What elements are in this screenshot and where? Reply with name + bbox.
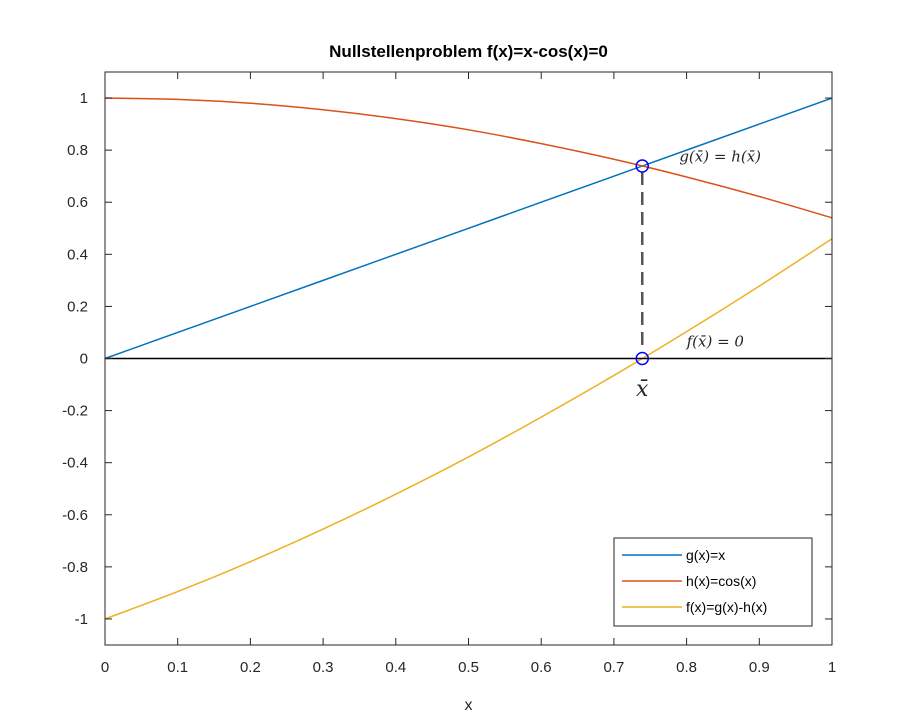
x-tick-label: 0.2 (240, 659, 261, 676)
annotations-layer: g(x̄) = h(x̄) f(x̄) = 0 x̄ (636, 148, 761, 402)
y-tick-label: -0.4 (62, 455, 88, 472)
series-line-3 (104, 238, 833, 620)
legend: g(x)=x h(x)=cos(x) f(x)=g(x)-h(x) (613, 537, 813, 627)
y-tick-label: -0.8 (62, 559, 88, 576)
chart-title: Nullstellenproblem f(x)=x-cos(x)=0 (329, 42, 608, 61)
intersection-marker (635, 159, 650, 173)
x-tick-label: 0.9 (749, 659, 770, 676)
legend-label: f(x)=g(x)-h(x) (686, 599, 767, 615)
y-tick-label: 1 (80, 90, 88, 107)
x-axis-label: x (465, 697, 473, 714)
x-tick-label: 0.8 (676, 659, 697, 676)
y-tick-label: -1 (75, 611, 88, 628)
x-tick-label: 0.3 (313, 659, 334, 676)
root-marker (635, 351, 650, 366)
x-tick-label: 0.1 (167, 659, 188, 676)
y-tick-label: 0.6 (67, 194, 88, 211)
x-tick-label: 0.5 (458, 659, 479, 676)
series-layer (104, 97, 833, 620)
x-tick-label: 0.7 (603, 659, 624, 676)
y-tick-label: 0.8 (67, 142, 88, 159)
y-tick-label: 0 (80, 351, 88, 368)
legend-label: g(x)=x (686, 547, 725, 563)
y-tick-labels: -1 -0.8 -0.6 -0.4 -0.2 0 0.2 0.4 0.6 0.8 1 (62, 90, 88, 628)
series-line-1 (104, 97, 833, 360)
y-tick-label: -0.6 (62, 507, 88, 524)
ticks-layer (104, 72, 833, 645)
annotation-1: g(x̄) = h(x̄) (679, 148, 761, 166)
x-tick-labels: 0 0.1 0.2 0.3 0.4 0.5 0.6 0.7 0.8 0.9 1 (101, 659, 836, 676)
x-tick-label: 0.6 (531, 659, 552, 676)
legend-label: h(x)=cos(x) (686, 573, 756, 589)
y-tick-label: 0.4 (67, 246, 88, 263)
x-tick-label: 0.4 (385, 659, 406, 676)
y-tick-label: 0.2 (67, 298, 88, 315)
annotation-2: f(x̄) = 0 (686, 333, 745, 351)
x-tick-label: 0 (101, 659, 109, 676)
y-tick-label: -0.2 (62, 403, 88, 420)
overlay-layer (105, 159, 832, 366)
annotation-3: x̄ (636, 377, 649, 402)
x-tick-label: 1 (828, 659, 836, 676)
legend-box (613, 537, 813, 627)
series-line-2 (104, 97, 833, 219)
